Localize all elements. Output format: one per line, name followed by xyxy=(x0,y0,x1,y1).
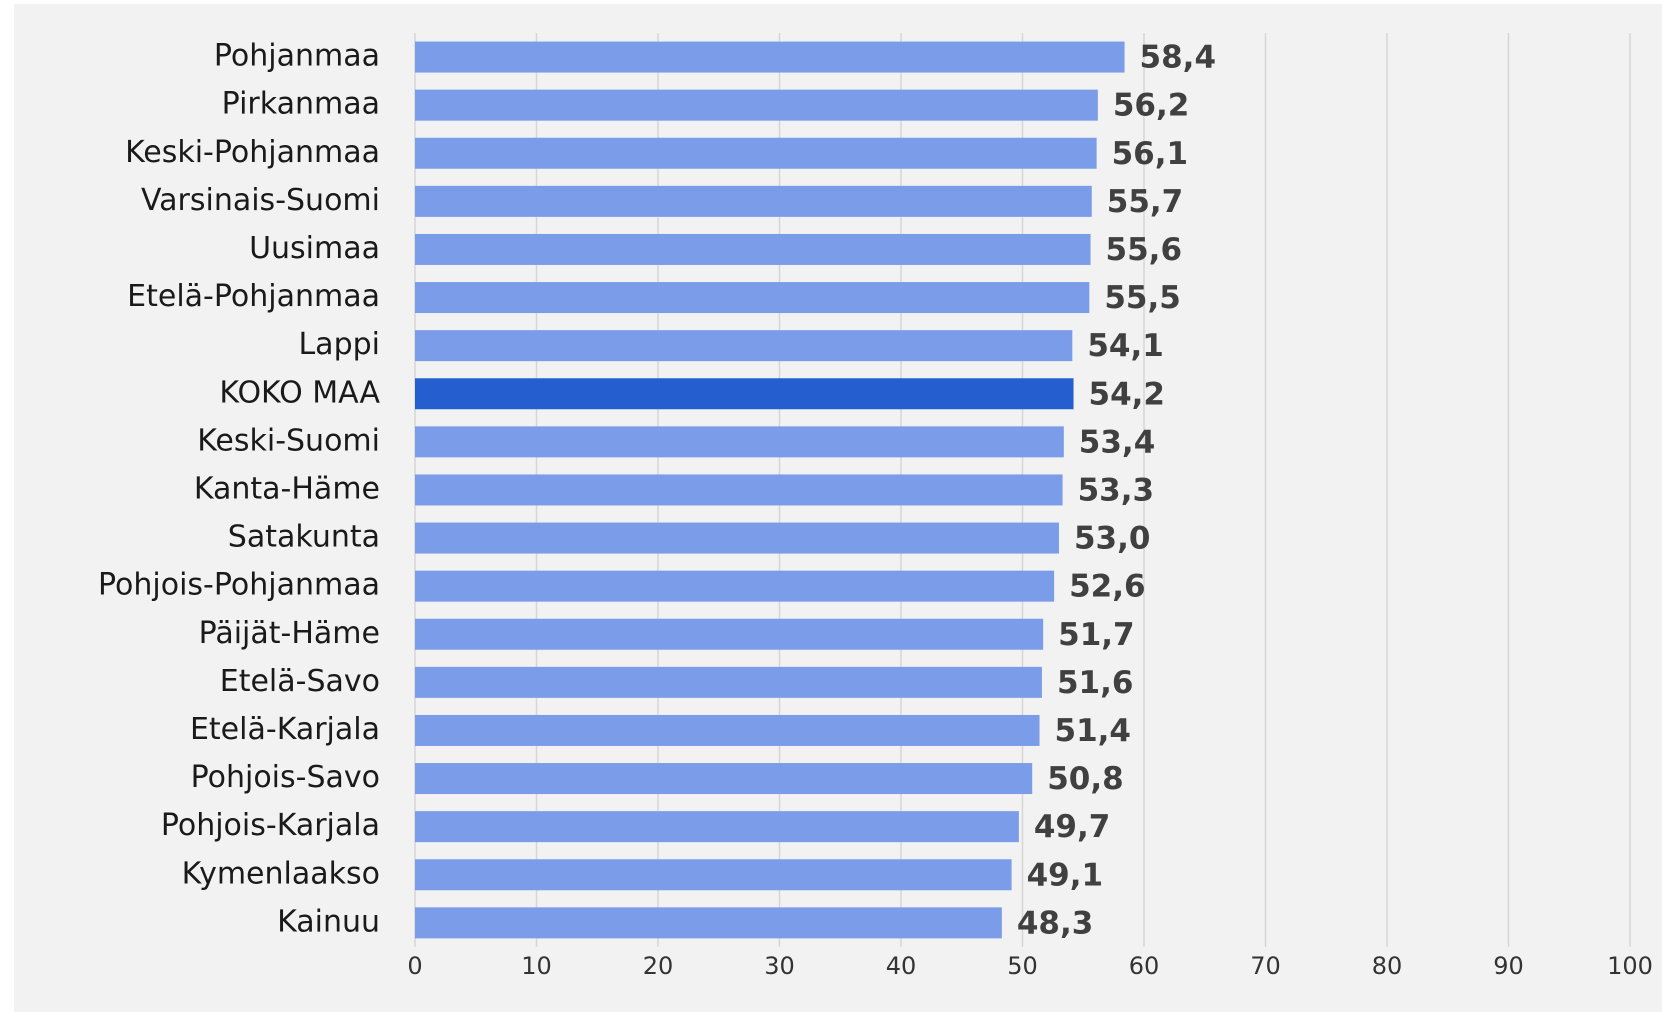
data-label: 54,1 xyxy=(1087,328,1164,364)
x-tick-label: 90 xyxy=(1493,952,1524,980)
data-label: 52,6 xyxy=(1069,569,1146,605)
y-tick-label: Uusimaa xyxy=(249,231,380,266)
x-tick-label: 20 xyxy=(643,952,674,980)
y-tick-label: Päijät-Häme xyxy=(199,616,380,651)
y-tick-label: Pohjanmaa xyxy=(214,39,380,74)
data-label: 51,4 xyxy=(1055,713,1132,749)
x-tick-label: 40 xyxy=(886,952,917,980)
data-label: 55,6 xyxy=(1106,232,1183,268)
bar xyxy=(415,907,1002,939)
y-tick-label: Pohjois-Karjala xyxy=(161,808,380,843)
data-label: 53,3 xyxy=(1078,472,1155,508)
y-tick-label: Etelä-Savo xyxy=(220,664,380,699)
y-tick-label: Kanta-Häme xyxy=(194,471,380,506)
data-label: 50,8 xyxy=(1047,761,1124,797)
y-tick-label: Varsinais-Suomi xyxy=(141,183,380,218)
bar xyxy=(415,859,1012,891)
y-tick-label: Keski-Pohjanmaa xyxy=(125,135,380,170)
bar xyxy=(415,570,1055,602)
bar xyxy=(415,137,1097,169)
bar xyxy=(415,378,1074,410)
data-label: 58,4 xyxy=(1140,40,1217,76)
data-label: 54,2 xyxy=(1089,376,1166,412)
bar xyxy=(415,474,1063,506)
data-label: 55,7 xyxy=(1107,184,1184,220)
x-tick-label: 80 xyxy=(1372,952,1403,980)
x-tick-label: 10 xyxy=(521,952,552,980)
x-tick-label: 100 xyxy=(1607,952,1653,980)
data-label: 53,0 xyxy=(1074,521,1151,557)
x-tick-label: 60 xyxy=(1129,952,1160,980)
bar xyxy=(415,618,1044,650)
y-tick-label: Kainuu xyxy=(277,904,380,939)
y-tick-label: Pohjois-Pohjanmaa xyxy=(98,568,380,603)
bar xyxy=(415,666,1042,698)
y-tick-label: Keski-Suomi xyxy=(197,423,380,458)
bar xyxy=(415,89,1098,121)
bar xyxy=(415,426,1064,458)
y-tick-label: Etelä-Karjala xyxy=(190,712,380,747)
bar xyxy=(415,282,1090,314)
bar xyxy=(415,41,1125,73)
bar xyxy=(415,330,1073,362)
bar xyxy=(415,714,1040,746)
data-label: 56,2 xyxy=(1113,88,1190,124)
data-label: 48,3 xyxy=(1017,905,1094,941)
y-tick-label: Kymenlaakso xyxy=(182,856,380,891)
x-tick-label: 30 xyxy=(764,952,795,980)
x-tick-label: 50 xyxy=(1007,952,1038,980)
y-tick-label: KOKO MAA xyxy=(219,375,380,410)
data-label: 55,5 xyxy=(1104,280,1181,316)
data-label: 53,4 xyxy=(1079,424,1156,460)
bar xyxy=(415,811,1019,843)
y-tick-label: Pohjois-Savo xyxy=(191,760,380,795)
data-label: 51,7 xyxy=(1058,617,1135,653)
bar xyxy=(415,763,1033,795)
x-tick-label: 0 xyxy=(407,952,422,980)
y-tick-label: Lappi xyxy=(298,327,380,362)
bar xyxy=(415,233,1091,265)
bar xyxy=(415,185,1092,217)
x-tick-label: 70 xyxy=(1250,952,1281,980)
data-label: 49,7 xyxy=(1034,809,1111,845)
data-label: 51,6 xyxy=(1057,665,1134,701)
bar xyxy=(415,522,1059,554)
data-label: 49,1 xyxy=(1027,857,1104,893)
y-tick-label: Etelä-Pohjanmaa xyxy=(127,279,380,314)
data-label: 56,1 xyxy=(1112,136,1189,172)
y-tick-label: Satakunta xyxy=(228,520,380,555)
y-tick-label: Pirkanmaa xyxy=(222,87,380,122)
